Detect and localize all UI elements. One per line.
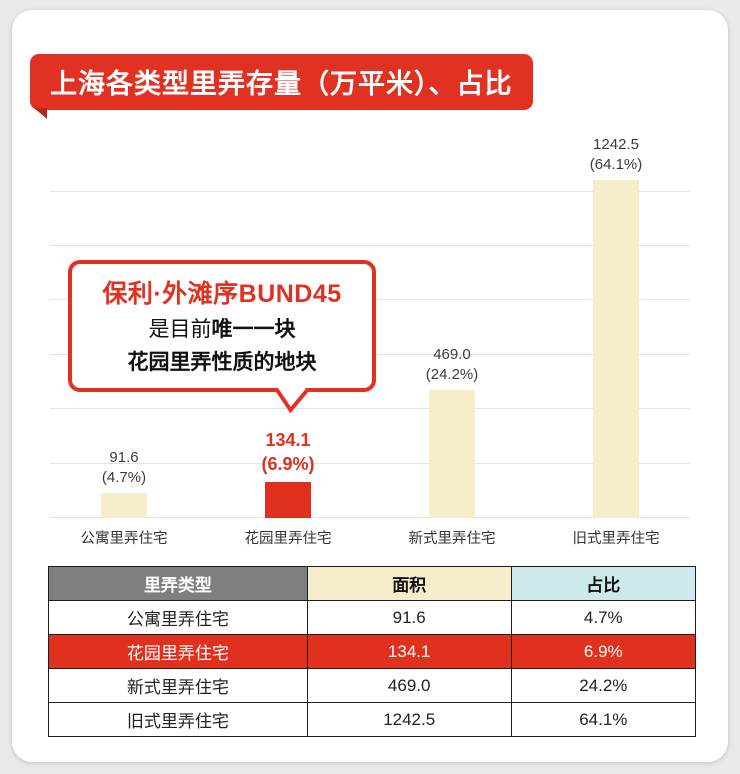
gridline xyxy=(50,462,690,464)
value-label: 91.6 (4.7%) xyxy=(102,448,146,487)
page-title: 上海各类型里弄存量（万平米）、占比 xyxy=(30,54,533,110)
callout-line-2: 花园里弄性质的地块 xyxy=(127,351,317,374)
cell-type: 新式里弄住宅 xyxy=(48,668,308,703)
bar-column-apartment: 91.6 (4.7%) xyxy=(42,120,206,518)
table-row-highlighted: 花园里弄住宅 134.1 6.9% xyxy=(48,634,697,669)
infographic-card: 上海各类型里弄存量（万平米）、占比 91.6 (4.7%) 134.1 (6.9… xyxy=(12,10,728,762)
pct-text: (24.2%) xyxy=(425,365,479,383)
banner-fold xyxy=(34,108,47,119)
callout-line-1: 是目前唯一一块 xyxy=(82,313,362,343)
gridline xyxy=(50,517,690,518)
bar-column-old-style: 1242.5 (64.1%) xyxy=(534,120,698,518)
bar-chart: 91.6 (4.7%) 134.1 (6.9%) 469.0 (24.2%) xyxy=(42,118,698,548)
bar-column-new-style: 469.0 (24.2%) xyxy=(370,120,534,518)
callout-line-1-prefix: 是目前 xyxy=(148,318,212,341)
cell-area: 1242.5 xyxy=(306,702,512,737)
pct-text: (4.7%) xyxy=(101,468,147,486)
gridline xyxy=(50,190,690,192)
gridline xyxy=(50,408,690,410)
value-text: 91.6 xyxy=(109,449,139,466)
bars-area: 91.6 (4.7%) 134.1 (6.9%) 469.0 (24.2%) xyxy=(42,120,698,518)
cell-area: 469.0 xyxy=(306,668,512,703)
header-share: 占比 xyxy=(510,566,697,601)
cell-type: 旧式里弄住宅 xyxy=(48,702,308,737)
pct-text: (64.1%) xyxy=(589,155,643,173)
value-label: 469.0 (24.2%) xyxy=(426,345,479,384)
bar-column-garden: 134.1 (6.9%) xyxy=(206,120,370,518)
bar xyxy=(429,390,475,518)
value-text: 469.0 xyxy=(433,346,471,363)
cell-area: 91.6 xyxy=(306,600,512,635)
value-text: 134.1 xyxy=(265,430,311,451)
cell-type: 公寓里弄住宅 xyxy=(48,600,308,635)
category-label: 新式里弄住宅 xyxy=(408,531,496,547)
value-label: 1242.5 (64.1%) xyxy=(590,135,643,174)
summary-table: 里弄类型 面积 占比 公寓里弄住宅 91.6 4.7% 花园里弄住宅 134.1… xyxy=(48,566,697,737)
header-type: 里弄类型 xyxy=(48,566,308,601)
title-banner-wrap: 上海各类型里弄存量（万平米）、占比 xyxy=(30,54,533,119)
table-row: 公寓里弄住宅 91.6 4.7% xyxy=(48,600,697,635)
bar xyxy=(101,493,147,518)
table-row: 旧式里弄住宅 1242.5 64.1% xyxy=(48,702,697,737)
cell-share: 24.2% xyxy=(510,668,697,703)
cell-area: 134.1 xyxy=(306,634,512,669)
bar xyxy=(593,180,639,518)
category-label: 公寓里弄住宅 xyxy=(80,531,168,547)
value-text: 1242.5 xyxy=(593,136,639,153)
category-label: 花园里弄住宅 xyxy=(244,531,332,547)
summary-table-wrap: 里弄类型 面积 占比 公寓里弄住宅 91.6 4.7% 花园里弄住宅 134.1… xyxy=(48,566,697,737)
table-header-row: 里弄类型 面积 占比 xyxy=(48,566,697,601)
gridline xyxy=(50,245,690,246)
header-area: 面积 xyxy=(306,566,512,601)
callout-heading: 保利·外滩序BUND45 xyxy=(102,280,342,308)
category-label: 旧式里弄住宅 xyxy=(572,531,660,547)
bar-highlighted xyxy=(265,482,311,518)
callout: 保利·外滩序BUND45 是目前唯一一块 花园里弄性质的地块 xyxy=(68,260,376,414)
table-row: 新式里弄住宅 469.0 24.2% xyxy=(48,668,697,703)
value-label: 134.1 (6.9%) xyxy=(261,429,314,476)
callout-line-1-bold: 唯一一块 xyxy=(211,318,296,341)
cell-type: 花园里弄住宅 xyxy=(48,634,308,669)
cell-share: 6.9% xyxy=(510,634,697,669)
category-axis: 公寓里弄住宅 花园里弄住宅 新式里弄住宅 旧式里弄住宅 xyxy=(42,527,698,548)
cell-share: 4.7% xyxy=(510,600,697,635)
cell-share: 64.1% xyxy=(510,702,697,737)
pct-text: (6.9%) xyxy=(261,453,315,474)
